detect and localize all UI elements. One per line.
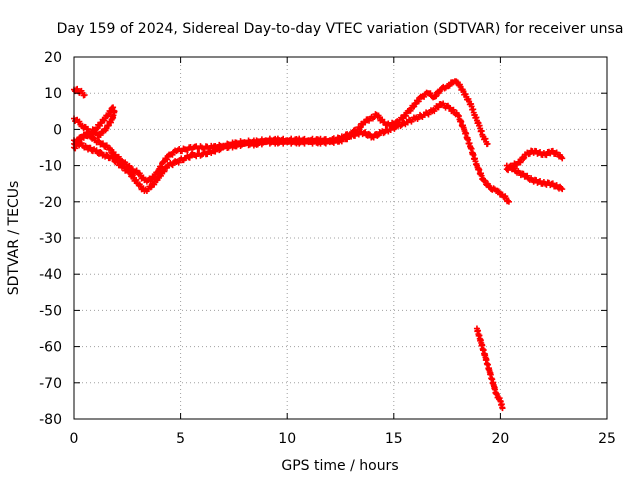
data-point: [558, 185, 565, 192]
data-point: [446, 104, 453, 111]
y-tick-label: 10: [44, 86, 62, 102]
x-tick-label: 15: [385, 431, 403, 447]
x-tick-label: 25: [598, 431, 616, 447]
x-tick-label: 5: [176, 431, 185, 447]
data-point: [151, 181, 158, 188]
y-tick-label: 0: [53, 122, 62, 138]
y-tick-label: -60: [39, 340, 62, 356]
y-axis-label: SDTVAR / TECUs: [6, 181, 22, 296]
y-tick-label: -40: [39, 267, 62, 283]
data-point: [524, 172, 531, 179]
data-point: [484, 140, 491, 147]
data-point: [435, 104, 442, 111]
data-point: [154, 176, 161, 183]
data-point: [76, 118, 83, 125]
data-point: [505, 198, 512, 205]
y-tick-label: 20: [44, 50, 62, 66]
data-point: [543, 152, 550, 159]
y-tick-label: -70: [39, 376, 62, 392]
data-point: [97, 132, 104, 139]
data-point: [161, 168, 168, 175]
axis-ticks: 0 5 10 15 20 25 -80 -70 -60 -50 -40 -30 -20 -10 0 10 20: [39, 50, 616, 447]
y-tick-label: -30: [39, 231, 62, 247]
data-point: [362, 119, 369, 126]
data-point: [559, 186, 566, 193]
data-point: [446, 82, 453, 89]
data-point: [505, 197, 512, 204]
data-point: [520, 155, 527, 162]
chart-title: Day 159 of 2024, Sidereal Day-to-day VTE…: [57, 21, 624, 37]
data-point: [499, 405, 506, 412]
data-point: [110, 155, 117, 162]
grid: [74, 57, 607, 419]
data-point: [433, 93, 440, 100]
data-point: [427, 90, 434, 97]
data-point: [407, 107, 414, 114]
data-point: [559, 155, 566, 162]
y-tick-label: -50: [39, 303, 62, 319]
data-point: [81, 92, 88, 99]
y-tick-label: -80: [39, 412, 62, 428]
data-point: [103, 112, 110, 119]
x-tick-label: 10: [278, 431, 296, 447]
data-point: [126, 162, 133, 169]
data-point: [450, 106, 457, 113]
data-point: [517, 159, 524, 166]
data-point: [415, 98, 422, 105]
data-point: [133, 176, 140, 183]
y-tick-label: -20: [39, 195, 62, 211]
x-axis-label: GPS time / hours: [281, 458, 398, 474]
data-point: [112, 151, 119, 158]
data-points: [71, 78, 566, 412]
data-point: [164, 156, 171, 163]
x-tick-label: 20: [491, 431, 509, 447]
data-point: [99, 140, 106, 147]
data-point: [95, 121, 102, 128]
data-point: [402, 112, 409, 119]
data-point: [77, 133, 84, 140]
data-point: [495, 188, 502, 195]
plot-frame: [73, 56, 608, 420]
data-point: [549, 180, 556, 187]
x-tick-label: 0: [70, 431, 79, 447]
data-point: [549, 147, 556, 154]
y-tick-label: -10: [39, 159, 62, 175]
data-point: [521, 154, 528, 161]
data-point: [121, 164, 128, 171]
